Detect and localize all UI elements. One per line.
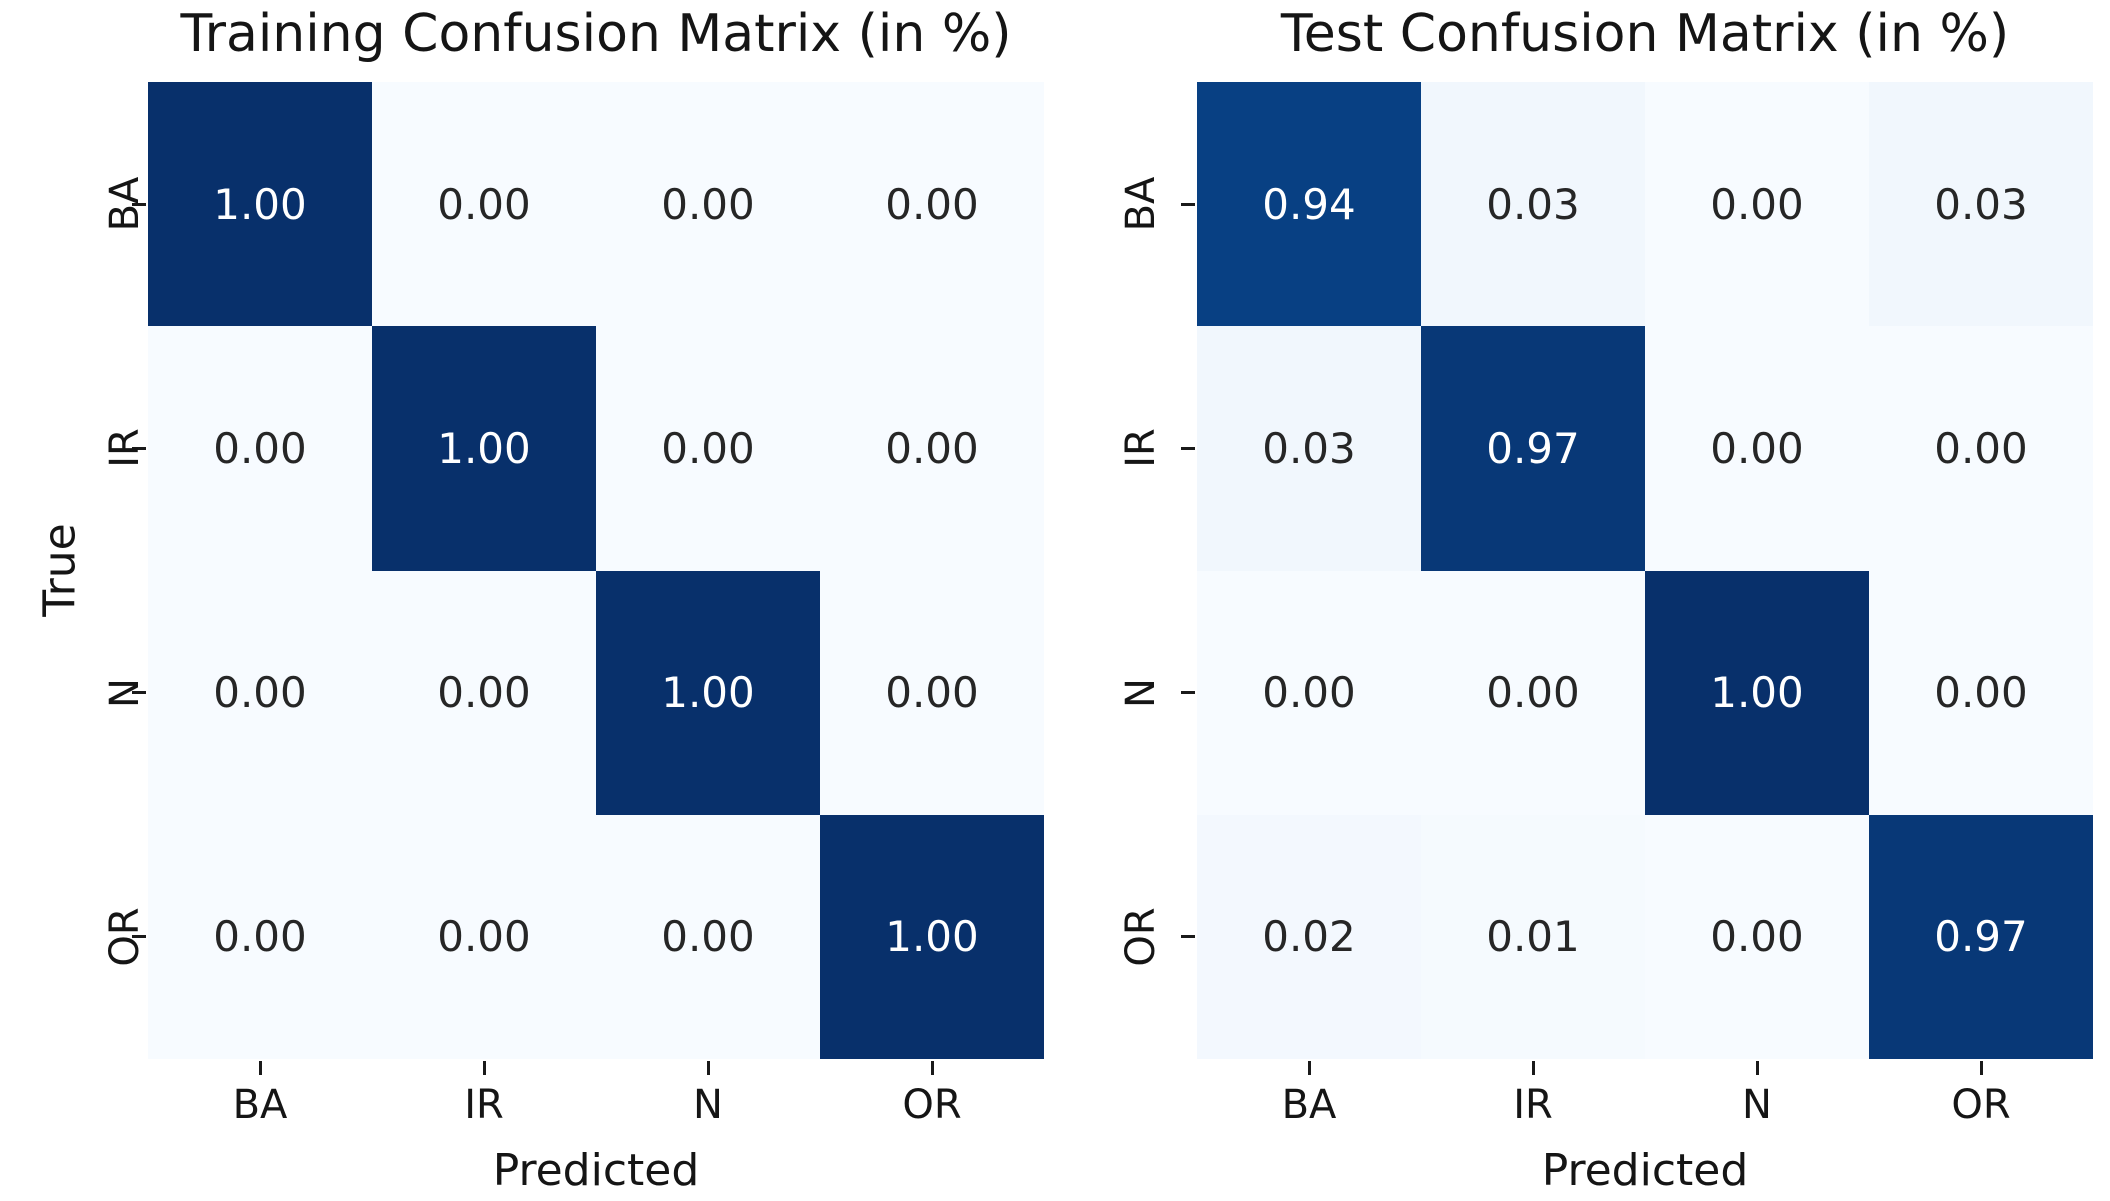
heatmap-cell-BA-OR: 0.03: [1869, 82, 2093, 327]
x-axis-label-predicted-left: Predicted: [492, 1145, 700, 1196]
heatmap-cell-OR-N: 0.00: [596, 814, 820, 1059]
x-tick-mark: [1531, 1061, 1535, 1075]
heatmap-cell-IR-BA: 0.03: [1197, 326, 1421, 571]
heatmap-cell-OR-OR: 0.97: [1869, 814, 2093, 1059]
heatmap-cell-BA-N: 0.00: [596, 82, 820, 327]
heatmap-cell-IR-N: 0.00: [1645, 326, 1869, 571]
heatmap-cell-OR-BA: 0.00: [148, 814, 372, 1059]
y-tick-mark: [132, 202, 146, 206]
y-tick-mark: [1181, 446, 1195, 450]
y-tick-mark: [132, 935, 146, 939]
heatmap-cell-IR-IR: 1.00: [372, 326, 596, 571]
y-tick-label-IR: IR: [1118, 428, 1164, 469]
heatmap-cell-IR-IR: 0.97: [1421, 326, 1645, 571]
x-tick-mark: [1307, 1061, 1311, 1075]
y-tick-mark: [1181, 691, 1195, 695]
y-tick-mark: [1181, 935, 1195, 939]
test-heatmap: 0.94 0.03 0.00 0.03 0.03 0.97 0.00 0.00 0.00 0.00…: [1197, 82, 2093, 1059]
heatmap-cell-BA-IR: 0.03: [1421, 82, 1645, 327]
x-tick-label-IR: IR: [464, 1082, 504, 1128]
heatmap-cell-IR-OR: 0.00: [1869, 326, 2093, 571]
x-tick-mark: [930, 1061, 934, 1075]
y-tick-label-N: N: [1118, 677, 1164, 708]
heatmap-cell-N-OR: 0.00: [1869, 570, 2093, 815]
heatmap-cell-BA-BA: 1.00: [148, 82, 372, 327]
x-tick-mark: [482, 1061, 486, 1075]
heatmap-cell-OR-IR: 0.01: [1421, 814, 1645, 1059]
heatmap-cell-N-IR: 0.00: [1421, 570, 1645, 815]
heatmap-cell-N-IR: 0.00: [372, 570, 596, 815]
x-tick-mark: [258, 1061, 262, 1075]
heatmap-cell-BA-IR: 0.00: [372, 82, 596, 327]
heatmap-cell-N-BA: 0.00: [1197, 570, 1421, 815]
x-tick-label-BA: BA: [232, 1082, 288, 1128]
x-tick-label-IR: IR: [1513, 1082, 1553, 1128]
y-tick-label-BA: BA: [1118, 176, 1164, 232]
x-tick-label-OR: OR: [902, 1082, 962, 1128]
x-tick-mark: [706, 1061, 710, 1075]
heatmap-cell-IR-BA: 0.00: [148, 326, 372, 571]
heatmap-cell-N-N: 1.00: [596, 570, 820, 815]
x-tick-label-OR: OR: [1951, 1082, 2011, 1128]
y-tick-mark: [132, 446, 146, 450]
heatmap-cell-BA-OR: 0.00: [820, 82, 1044, 327]
y-tick-mark: [132, 691, 146, 695]
training-plot-title: Training Confusion Matrix (in %): [180, 4, 1012, 64]
test-plot-title: Test Confusion Matrix (in %): [1280, 4, 2010, 64]
training-heatmap: 1.00 0.00 0.00 0.00 0.00 1.00 0.00 0.00 0.00 0.00…: [148, 82, 1044, 1059]
y-tick-mark: [1181, 202, 1195, 206]
x-tick-mark: [1979, 1061, 1983, 1075]
heatmap-cell-OR-OR: 1.00: [820, 814, 1044, 1059]
heatmap-cell-OR-BA: 0.02: [1197, 814, 1421, 1059]
heatmap-cell-BA-BA: 0.94: [1197, 82, 1421, 327]
heatmap-cell-N-N: 1.00: [1645, 570, 1869, 815]
heatmap-cell-OR-N: 0.00: [1645, 814, 1869, 1059]
heatmap-cell-BA-N: 0.00: [1645, 82, 1869, 327]
x-tick-label-BA: BA: [1281, 1082, 1337, 1128]
x-axis-label-predicted-right: Predicted: [1541, 1145, 1749, 1196]
y-tick-label-OR: OR: [1118, 907, 1164, 967]
heatmap-cell-N-BA: 0.00: [148, 570, 372, 815]
heatmap-cell-N-OR: 0.00: [820, 570, 1044, 815]
x-tick-label-N: N: [1742, 1082, 1772, 1128]
x-tick-label-N: N: [693, 1082, 723, 1128]
heatmap-cell-IR-N: 0.00: [596, 326, 820, 571]
heatmap-cell-OR-IR: 0.00: [372, 814, 596, 1059]
x-tick-mark: [1755, 1061, 1759, 1075]
heatmap-cell-IR-OR: 0.00: [820, 326, 1044, 571]
